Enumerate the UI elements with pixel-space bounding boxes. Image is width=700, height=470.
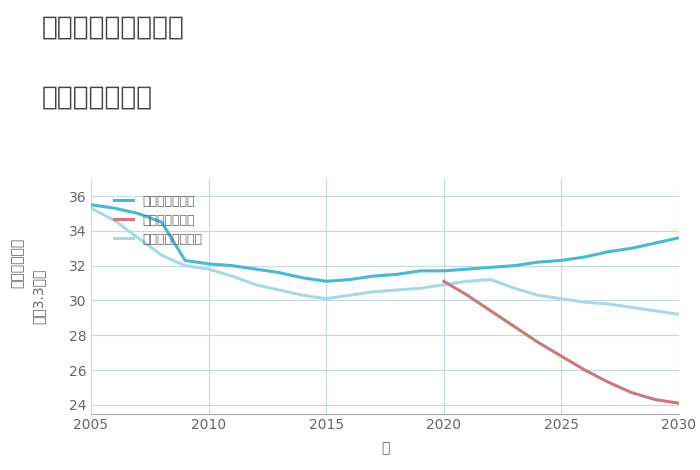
ノーマルシナリオ <box>298 292 307 298</box>
ノーマルシナリオ <box>134 235 142 241</box>
ノーマルシナリオ <box>486 277 495 282</box>
バッドシナリオ <box>675 400 683 406</box>
Text: 土地の価格推移: 土地の価格推移 <box>42 85 153 110</box>
バッドシナリオ <box>440 279 448 284</box>
グッドシナリオ <box>322 279 330 284</box>
バッドシナリオ <box>581 367 589 373</box>
ノーマルシナリオ <box>322 296 330 302</box>
グッドシナリオ <box>557 258 566 263</box>
グッドシナリオ <box>275 270 284 275</box>
ノーマルシナリオ <box>675 312 683 317</box>
ノーマルシナリオ <box>204 266 213 272</box>
グッドシナリオ <box>251 266 260 272</box>
ノーマルシナリオ <box>158 252 166 258</box>
グッドシナリオ <box>134 211 142 216</box>
Text: 愛知県豊橋市忠興の: 愛知県豊橋市忠興の <box>42 14 185 40</box>
ノーマルシナリオ <box>651 308 659 313</box>
ノーマルシナリオ <box>393 287 401 293</box>
グッドシナリオ <box>393 272 401 277</box>
グッドシナリオ <box>510 263 519 268</box>
バッドシナリオ <box>533 339 542 345</box>
バッドシナリオ <box>628 390 636 396</box>
ノーマルシナリオ <box>581 299 589 305</box>
ノーマルシナリオ <box>440 282 448 288</box>
バッドシナリオ <box>604 379 612 385</box>
ノーマルシナリオ <box>251 282 260 288</box>
Line: バッドシナリオ: バッドシナリオ <box>444 282 679 403</box>
グッドシナリオ <box>486 265 495 270</box>
グッドシナリオ <box>111 205 119 211</box>
Text: 単価（万円）: 単価（万円） <box>10 238 25 288</box>
グッドシナリオ <box>604 249 612 255</box>
ノーマルシナリオ <box>628 305 636 310</box>
Text: 坪（3.3㎡）: 坪（3.3㎡） <box>32 268 46 324</box>
ノーマルシナリオ <box>533 292 542 298</box>
バッドシナリオ <box>486 308 495 313</box>
ノーマルシナリオ <box>87 205 95 211</box>
グッドシナリオ <box>228 263 237 268</box>
ノーマルシナリオ <box>369 289 377 295</box>
バッドシナリオ <box>651 397 659 402</box>
グッドシナリオ <box>416 268 424 274</box>
グッドシナリオ <box>463 266 472 272</box>
グッドシナリオ <box>298 275 307 281</box>
ノーマルシナリオ <box>510 285 519 291</box>
バッドシナリオ <box>510 324 519 329</box>
バッドシナリオ <box>463 292 472 298</box>
グッドシナリオ <box>158 219 166 225</box>
グッドシナリオ <box>346 277 354 282</box>
グッドシナリオ <box>440 268 448 274</box>
ノーマルシナリオ <box>346 292 354 298</box>
グッドシナリオ <box>581 254 589 260</box>
グッドシナリオ <box>181 258 189 263</box>
ノーマルシナリオ <box>181 263 189 268</box>
グッドシナリオ <box>675 235 683 241</box>
ノーマルシナリオ <box>275 287 284 293</box>
グッドシナリオ <box>369 273 377 279</box>
バッドシナリオ <box>557 353 566 359</box>
グッドシナリオ <box>628 245 636 251</box>
グッドシナリオ <box>651 240 659 246</box>
ノーマルシナリオ <box>557 296 566 302</box>
Line: ノーマルシナリオ: ノーマルシナリオ <box>91 208 679 314</box>
Line: グッドシナリオ: グッドシナリオ <box>91 205 679 282</box>
グッドシナリオ <box>204 261 213 266</box>
ノーマルシナリオ <box>463 279 472 284</box>
ノーマルシナリオ <box>228 273 237 279</box>
ノーマルシナリオ <box>604 301 612 307</box>
Legend: グッドシナリオ, バッドシナリオ, ノーマルシナリオ: グッドシナリオ, バッドシナリオ, ノーマルシナリオ <box>109 189 208 251</box>
X-axis label: 年: 年 <box>381 441 389 455</box>
ノーマルシナリオ <box>416 285 424 291</box>
ノーマルシナリオ <box>111 218 119 223</box>
グッドシナリオ <box>87 202 95 208</box>
グッドシナリオ <box>533 259 542 265</box>
